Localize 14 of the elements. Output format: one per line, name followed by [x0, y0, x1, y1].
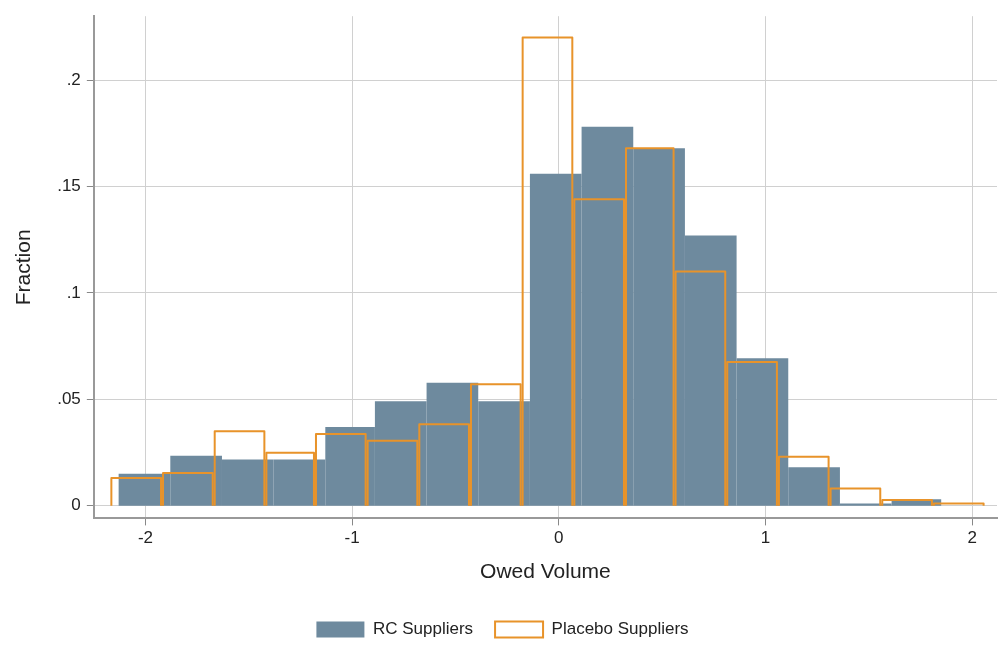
y-axis-title: Fraction — [11, 229, 35, 306]
x-tick-label: 1 — [760, 528, 771, 548]
y-tick-label: .2 — [66, 69, 81, 89]
y-tick-label: .1 — [66, 282, 81, 302]
y-tick-label: .15 — [57, 176, 81, 196]
x-tick-label: -2 — [137, 528, 154, 548]
x-tick-label: -1 — [344, 528, 360, 548]
y-tick-label: .05 — [57, 388, 81, 408]
x-tick-label: 2 — [967, 528, 977, 548]
legend-label: RC Suppliers — [372, 619, 474, 639]
x-axis-title: Owed Volume — [480, 559, 611, 583]
legend-label: Placebo Suppliers — [551, 619, 689, 639]
y-tick-label: 0 — [71, 495, 81, 515]
x-tick-label: 0 — [554, 528, 564, 548]
